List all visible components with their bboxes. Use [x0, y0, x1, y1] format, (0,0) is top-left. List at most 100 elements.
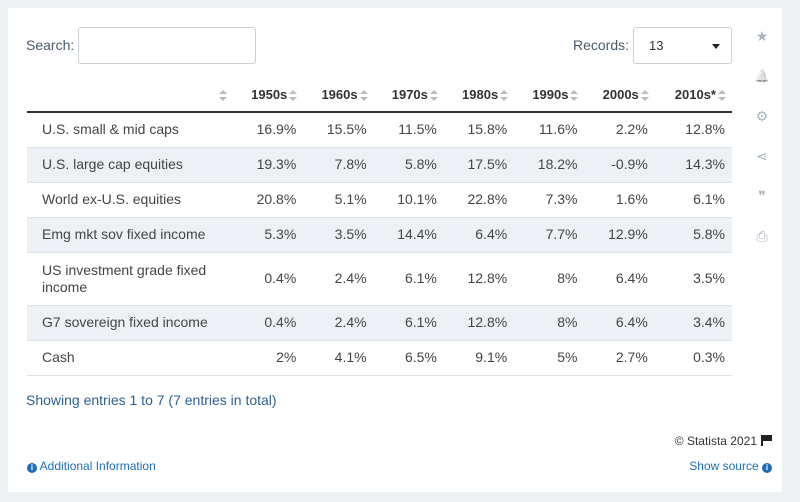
- records-label: Records:: [573, 37, 630, 53]
- table-cell: 2.4%: [303, 252, 374, 306]
- column-header-2000s[interactable]: 2000s: [584, 78, 655, 113]
- table-cell: 2.4%: [303, 305, 374, 341]
- flag-icon[interactable]: [761, 435, 772, 446]
- table-cell: 16.9%: [233, 112, 304, 148]
- column-header-2010s[interactable]: 2010s*: [654, 78, 732, 113]
- sort-icon: [429, 89, 438, 102]
- table-cell: 12.8%: [654, 112, 732, 148]
- favorite-button[interactable]: ★: [745, 19, 779, 53]
- table-cell: 0.3%: [654, 340, 732, 376]
- print-button[interactable]: ⎙: [745, 219, 779, 253]
- table-cell: 12.9%: [584, 217, 655, 253]
- entries-summary: Showing entries 1 to 7 (7 entries in tot…: [26, 392, 277, 408]
- sort-icon: [289, 89, 298, 102]
- table-cell: 14.3%: [654, 147, 732, 183]
- sort-icon: [640, 89, 649, 102]
- info-icon: i: [762, 463, 772, 473]
- table-cell: -0.9%: [584, 147, 655, 183]
- statistic-card: Search: Records: 13 1950s 1960s 1970s 19…: [8, 8, 782, 492]
- side-toolbar: ★ 🔔 ⚙ ⋖ ❞ ⎙: [745, 19, 779, 254]
- table-header-row: 1950s 1960s 1970s 1980s 1990s 2000s 2010…: [27, 78, 732, 113]
- search-input[interactable]: [78, 27, 256, 64]
- table-cell: 6.4%: [584, 252, 655, 306]
- table-cell: 18.2%: [514, 147, 585, 183]
- table-cell: 6.1%: [654, 182, 732, 218]
- table-row: U.S. large cap equities 19.3% 7.8% 5.8% …: [27, 147, 732, 183]
- settings-button[interactable]: ⚙: [745, 99, 779, 133]
- table-cell: 4.1%: [303, 340, 374, 376]
- additional-information-link[interactable]: i Additional Information: [27, 459, 156, 473]
- share-button[interactable]: ⋖: [745, 139, 779, 173]
- row-label: World ex-U.S. equities: [27, 182, 233, 218]
- column-header-1960s[interactable]: 1960s: [303, 78, 374, 113]
- table-cell: 6.4%: [584, 305, 655, 341]
- column-header-1980s[interactable]: 1980s: [443, 78, 515, 113]
- table-cell: 5%: [514, 340, 585, 376]
- table-cell: 8%: [514, 305, 585, 341]
- bell-icon: 🔔: [754, 69, 770, 83]
- table-cell: 11.6%: [514, 112, 585, 148]
- table-cell: 9.1%: [443, 340, 515, 376]
- table-cell: 6.5%: [373, 340, 444, 376]
- table-cell: 5.8%: [654, 217, 732, 253]
- column-header-1990s[interactable]: 1990s: [514, 78, 585, 113]
- table-cell: 5.1%: [303, 182, 374, 218]
- table-cell: 0.4%: [233, 305, 304, 341]
- table-cell: 5.3%: [233, 217, 304, 253]
- gear-icon: ⚙: [755, 107, 769, 124]
- table-cell: 0.4%: [233, 252, 304, 306]
- table-cell: 6.1%: [373, 305, 444, 341]
- table-cell: 7.8%: [303, 147, 374, 183]
- row-label: US investment grade fixed income: [27, 252, 233, 306]
- records-select[interactable]: 13: [633, 27, 732, 64]
- table-cell: 3.4%: [654, 305, 732, 341]
- table-cell: 15.5%: [303, 112, 374, 148]
- column-header-1950s[interactable]: 1950s: [233, 78, 304, 113]
- table-row: Cash 2% 4.1% 6.5% 9.1% 5% 2.7% 0.3%: [27, 340, 732, 376]
- table-cell: 14.4%: [373, 217, 444, 253]
- row-label: U.S. small & mid caps: [27, 112, 233, 148]
- table-cell: 5.8%: [373, 147, 444, 183]
- table-cell: 8%: [514, 252, 585, 306]
- sort-icon: [718, 89, 726, 102]
- data-table: 1950s 1960s 1970s 1980s 1990s 2000s 2010…: [27, 78, 732, 376]
- table-cell: 2%: [233, 340, 304, 376]
- notification-button[interactable]: 🔔: [745, 59, 779, 93]
- table-cell: 2.7%: [584, 340, 655, 376]
- table-cell: 3.5%: [654, 252, 732, 306]
- table-row: G7 sovereign fixed income 0.4% 2.4% 6.1%…: [27, 305, 732, 341]
- show-source-link[interactable]: Show source i: [689, 459, 772, 473]
- row-label: Emg mkt sov fixed income: [27, 217, 233, 253]
- quote-icon: ❞: [758, 187, 766, 204]
- star-icon: ★: [755, 27, 769, 44]
- row-label: G7 sovereign fixed income: [27, 305, 233, 341]
- table-cell: 6.4%: [443, 217, 515, 253]
- search-label: Search:: [26, 37, 75, 53]
- table-cell: 12.8%: [443, 305, 515, 341]
- table-row: U.S. small & mid caps 16.9% 15.5% 11.5% …: [27, 112, 732, 148]
- sort-icon: [359, 89, 368, 102]
- table-row: World ex-U.S. equities 20.8% 5.1% 10.1% …: [27, 182, 732, 218]
- table-cell: 2.2%: [584, 112, 655, 148]
- row-label: Cash: [27, 340, 233, 376]
- table-cell: 6.1%: [373, 252, 444, 306]
- table-cell: 12.8%: [443, 252, 515, 306]
- table-cell: 19.3%: [233, 147, 304, 183]
- copyright-label: © Statista 2021: [674, 434, 757, 448]
- table-cell: 1.6%: [584, 182, 655, 218]
- cite-button[interactable]: ❞: [745, 179, 779, 213]
- column-header-1970s[interactable]: 1970s: [373, 78, 444, 113]
- copyright-text: © Statista 2021: [675, 434, 772, 448]
- sort-icon: [570, 89, 579, 102]
- column-header-label[interactable]: [27, 78, 233, 113]
- table-cell: 22.8%: [443, 182, 515, 218]
- records-value: 13: [649, 38, 664, 53]
- print-icon: ⎙: [756, 227, 768, 244]
- additional-information-label: Additional Information: [39, 459, 156, 473]
- table-row: US investment grade fixed income 0.4% 2.…: [27, 252, 732, 306]
- table-cell: 7.7%: [514, 217, 585, 253]
- table-cell: 3.5%: [303, 217, 374, 253]
- table-cell: 10.1%: [373, 182, 444, 218]
- table-cell: 17.5%: [443, 147, 515, 183]
- sort-icon: [219, 89, 227, 102]
